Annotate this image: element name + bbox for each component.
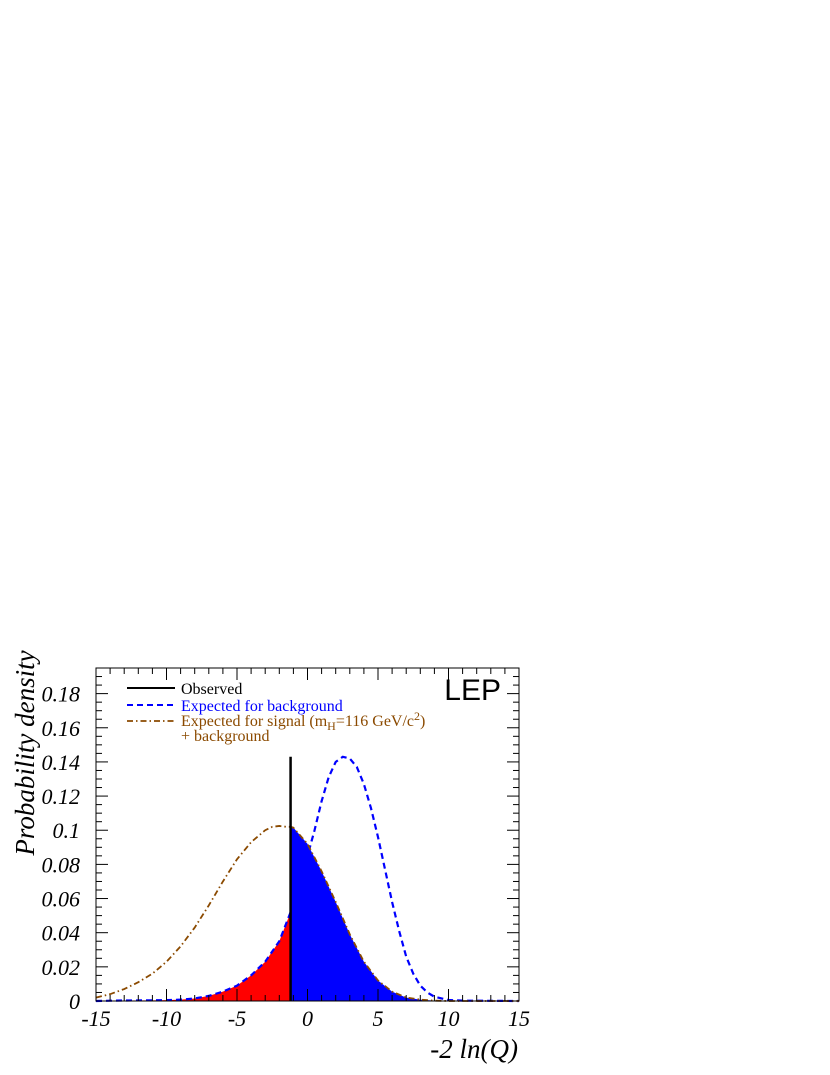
y-tick-labels: 0 0.02 0.04 0.06 0.08 0.1 0.12 0.14 0.16 0.18	[42, 682, 81, 1014]
y-tick-label: 0.18	[42, 682, 81, 707]
legend-label-signal-line2: + background	[181, 728, 270, 745]
y-tick-label: 0	[69, 989, 80, 1014]
x-tick-label: -15	[81, 1006, 110, 1031]
x-tick-label: 0	[302, 1006, 313, 1031]
x-tick-label: -10	[152, 1006, 181, 1031]
y-axis-title: Probability density	[10, 650, 40, 856]
y-tick-label: 0.14	[42, 750, 81, 775]
x-tick-label: -5	[228, 1006, 246, 1031]
legend-label-background: Expected for background	[181, 698, 343, 715]
x-tick-labels: -15 -10 -5 0 5 10 15	[81, 1006, 530, 1031]
fill-layer	[96, 826, 519, 1001]
y-tick-label: 0.12	[42, 784, 81, 809]
x-tick-label: 10	[438, 1006, 460, 1031]
series-line-signal-plus-background	[95, 825, 519, 1002]
legend-label-signal: Expected for signal (mH=116 GeV/c2)	[181, 709, 425, 733]
y-tick-label: 0.1	[53, 818, 81, 843]
y-tick-label: 0.08	[42, 852, 81, 877]
y-tick-label: 0.02	[42, 955, 81, 980]
x-axis-title: -2 ln(Q)	[430, 1034, 518, 1064]
y-tick-label: 0.16	[42, 716, 81, 741]
axis-ticks	[95, 667, 520, 1002]
legend: Observed Expected for background Expecte…	[127, 681, 425, 745]
y-tick-label: 0.04	[42, 921, 81, 946]
fill-above-observed	[290, 826, 519, 1001]
lep-annotation: LEP	[444, 674, 501, 707]
x-tick-label: 15	[508, 1006, 530, 1031]
y-tick-label: 0.06	[42, 887, 81, 912]
legend-label-observed: Observed	[181, 681, 242, 698]
x-tick-label: 5	[373, 1006, 384, 1031]
fill-below-observed	[96, 912, 291, 1001]
